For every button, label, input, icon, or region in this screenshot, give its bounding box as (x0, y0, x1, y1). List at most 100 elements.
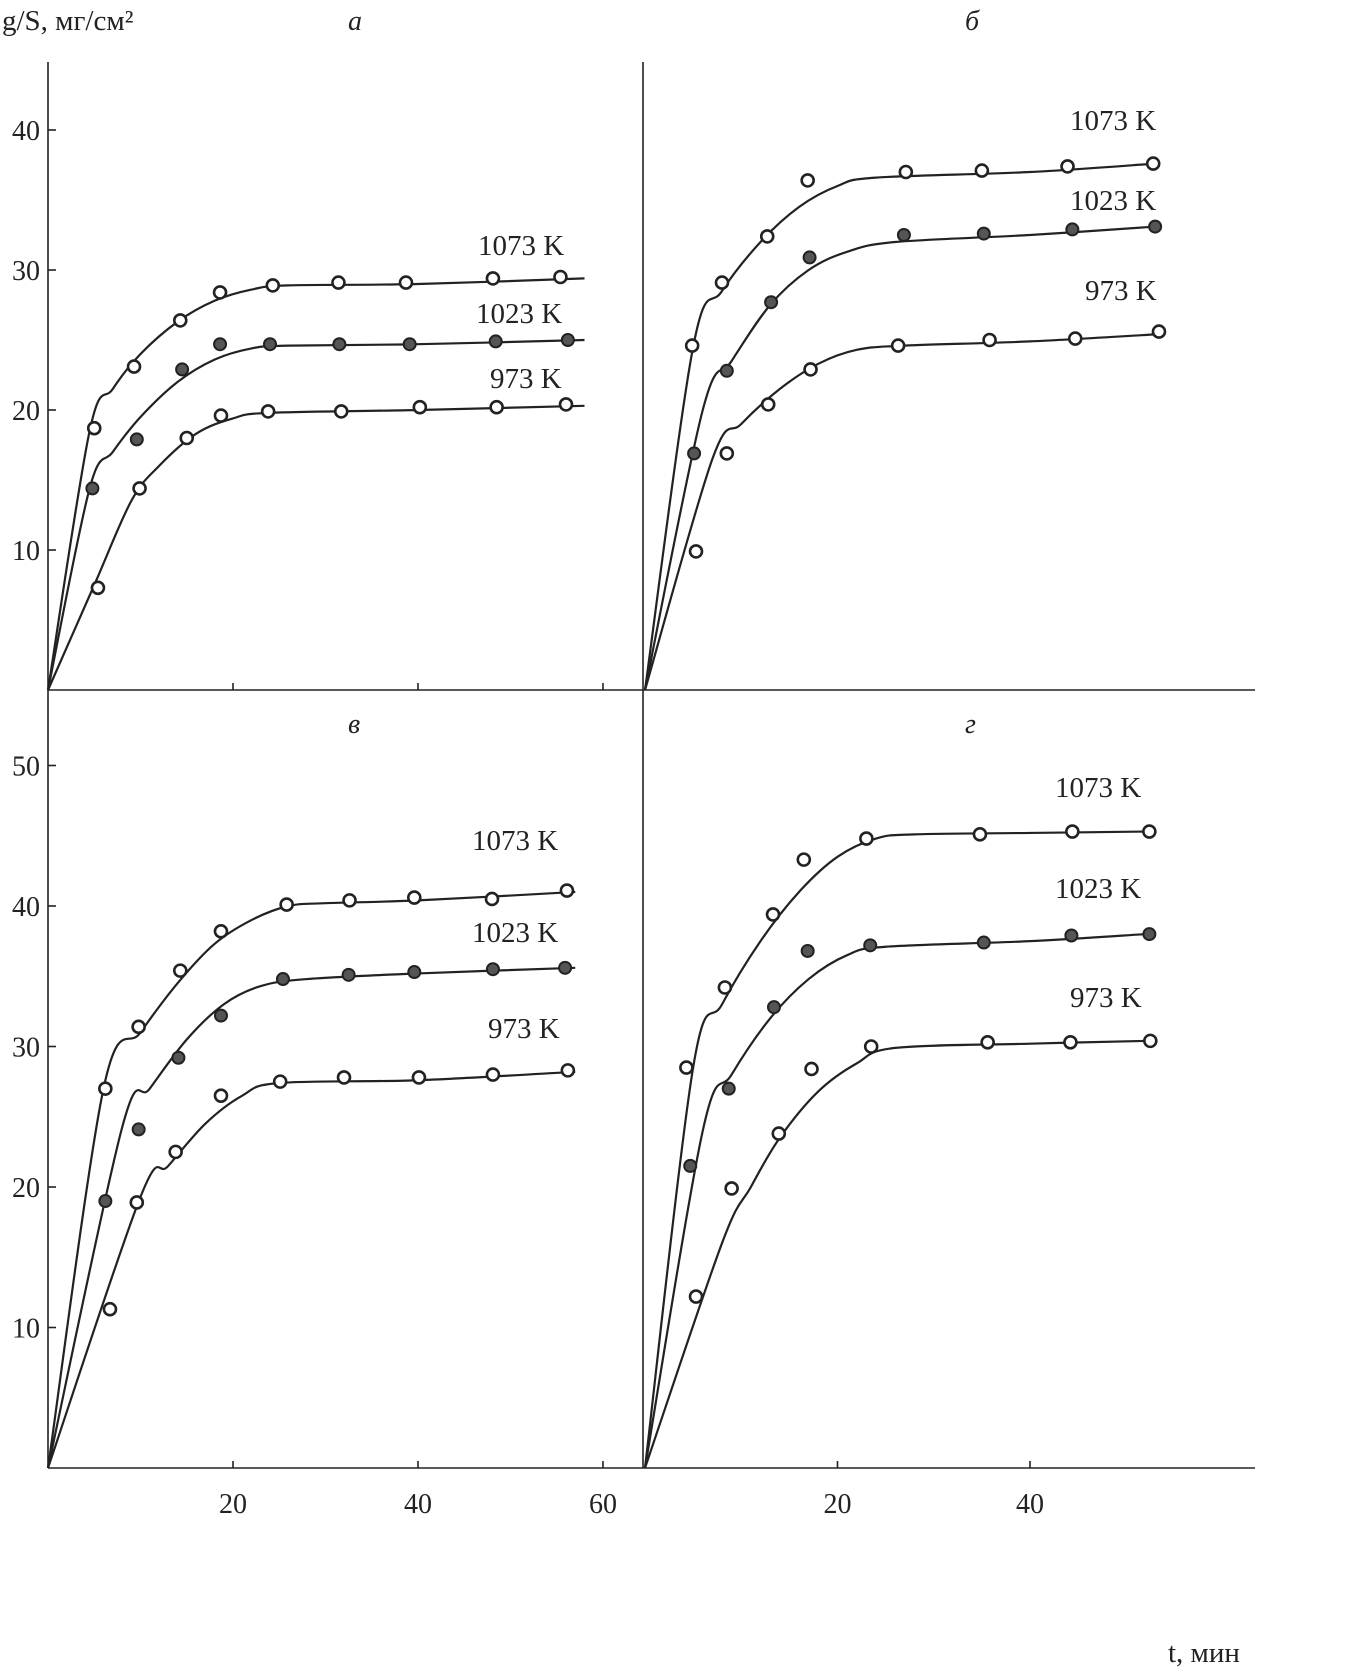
series-label: 973 K (1070, 982, 1142, 1014)
data-point (890, 338, 906, 353)
data-point (863, 938, 878, 953)
y-tick-label: 50 (12, 752, 40, 783)
data-point (766, 1000, 781, 1015)
data-point (1145, 156, 1161, 171)
data-point (765, 907, 781, 922)
y-tick-label: 20 (12, 396, 40, 427)
series-label: 973 K (490, 363, 562, 395)
fit-curve (643, 933, 1146, 1469)
data-point (1143, 1033, 1158, 1049)
series-label: 1073 K (1070, 105, 1156, 137)
data-point (85, 481, 100, 496)
data-point (760, 397, 776, 412)
data-point (129, 1195, 145, 1210)
series-label: 1073 K (1055, 772, 1141, 804)
data-point (406, 890, 422, 905)
data-point (342, 893, 357, 908)
data-point (976, 935, 991, 950)
data-point (412, 399, 428, 415)
data-point (1067, 331, 1083, 346)
data-point (1064, 928, 1079, 943)
data-point (1065, 824, 1080, 839)
y-tick-label: 20 (12, 1173, 40, 1204)
fit-curve (643, 333, 1156, 691)
panel-title: б (965, 6, 980, 37)
series-1023k: 1023 K (46, 298, 585, 691)
data-point (688, 1289, 704, 1304)
data-point (800, 173, 815, 188)
data-point (175, 362, 190, 377)
data-point (168, 1144, 183, 1160)
data-point (275, 972, 290, 987)
data-point (764, 295, 779, 310)
series-973k: 973 K (643, 982, 1158, 1469)
data-point (896, 228, 911, 242)
panel-c: в 10 20 30 40 50 20 40 60 1073 K 1023 K 973 K (12, 709, 617, 1520)
panel-title: а (348, 6, 362, 37)
data-point (687, 446, 702, 461)
series-label: 1023 K (1070, 185, 1156, 217)
y-axis-label: g/S, мг/см² (2, 5, 134, 37)
series-label: 1023 K (472, 917, 558, 949)
series-973k: 973 K (46, 363, 585, 691)
fit-curve (643, 225, 1156, 691)
data-point (719, 446, 735, 461)
y-tick-label: 40 (12, 892, 40, 923)
data-point (407, 965, 422, 980)
data-point (804, 1061, 819, 1077)
panel-a: а 10 20 30 40 1073 K 1023 K 973 K (12, 6, 604, 691)
series-label: 1073 K (478, 230, 564, 262)
data-point (803, 362, 818, 377)
data-point (976, 226, 991, 241)
data-point (1065, 222, 1080, 237)
data-point (771, 1126, 787, 1141)
data-point (560, 1063, 576, 1078)
data-point (982, 332, 997, 348)
fit-curve (643, 1039, 1146, 1469)
y-tick-label: 30 (12, 1033, 40, 1064)
series-label: 973 K (1085, 275, 1157, 307)
data-point (98, 1194, 113, 1209)
x-tick-label: 60 (589, 1489, 617, 1520)
data-point (898, 164, 914, 180)
y-tick-label: 10 (12, 536, 40, 567)
x-tick-label: 20 (219, 1489, 247, 1520)
data-point (131, 1122, 146, 1137)
data-point (171, 1050, 186, 1065)
data-point (213, 337, 228, 352)
series-label: 1023 K (1055, 873, 1141, 905)
data-point (484, 891, 500, 907)
data-point (331, 275, 346, 290)
data-point (719, 363, 734, 378)
data-point (1063, 1034, 1078, 1050)
series-1073k: 1073 K (46, 230, 585, 691)
data-point (485, 1067, 501, 1082)
data-point (721, 1081, 736, 1096)
data-point (553, 269, 568, 285)
panel-b: б 1073 K 1023 K 973 K (643, 6, 1167, 691)
series-1073k: 1073 K (643, 772, 1157, 1469)
data-point (1142, 927, 1157, 942)
data-point (402, 337, 417, 352)
y-tick-label: 10 (12, 1314, 40, 1345)
x-tick-label: 40 (1016, 1489, 1044, 1520)
series-label: 973 K (488, 1013, 560, 1045)
data-point (90, 580, 106, 596)
series-label: 1023 K (476, 298, 562, 330)
series-1023k: 1023 K (46, 917, 576, 1469)
data-point (1148, 219, 1163, 234)
data-point (411, 1070, 427, 1085)
data-point (980, 1034, 995, 1050)
data-point (679, 1060, 694, 1075)
data-point (560, 333, 575, 347)
data-point (102, 1301, 118, 1317)
data-point (263, 337, 277, 352)
data-point (863, 1039, 879, 1054)
data-point (398, 275, 414, 290)
data-point (800, 943, 815, 958)
data-point (172, 313, 188, 328)
data-point (714, 275, 730, 290)
data-point (485, 271, 501, 286)
data-point (558, 960, 573, 975)
